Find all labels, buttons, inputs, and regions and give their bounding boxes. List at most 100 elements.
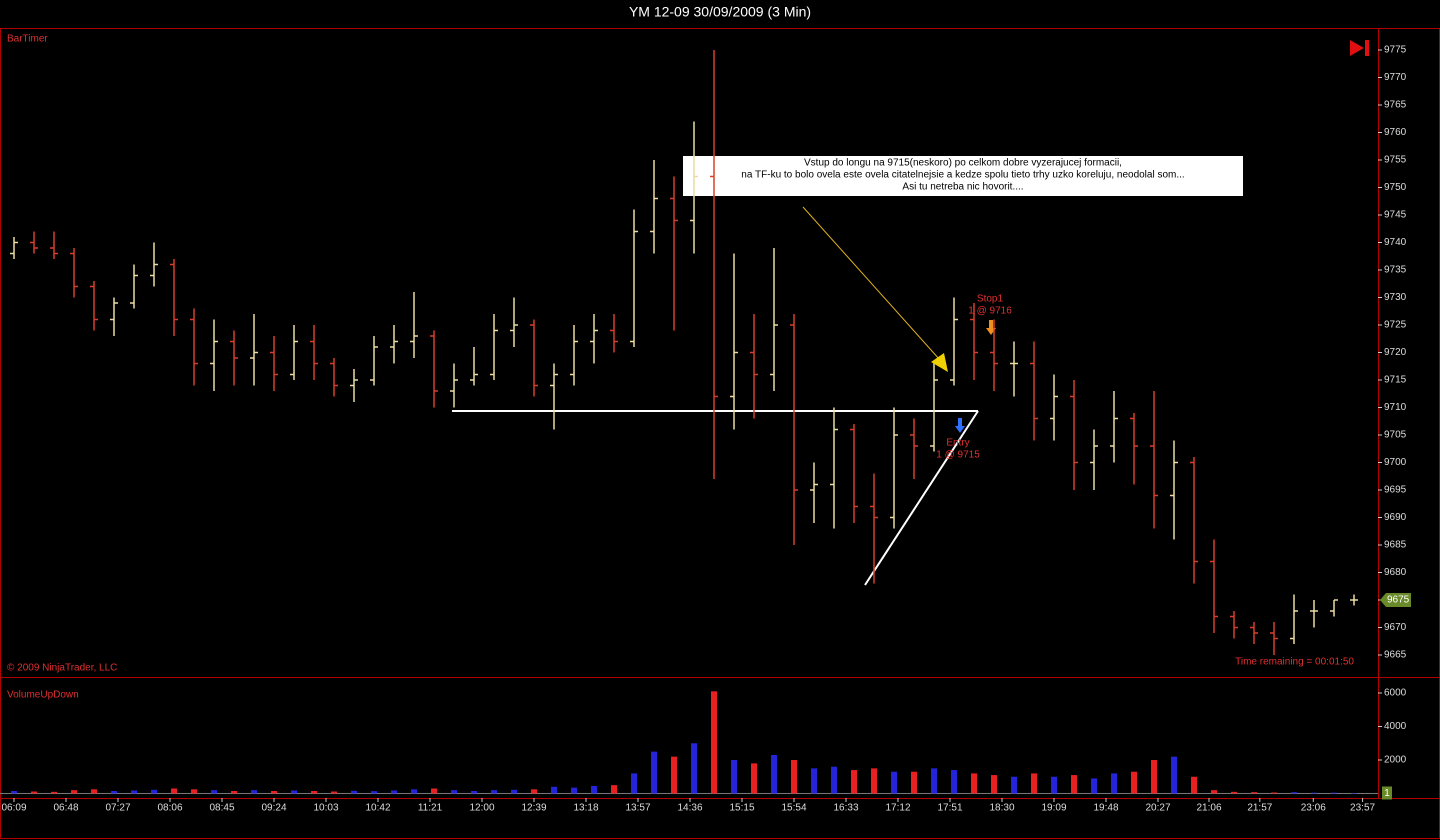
x-tick-label: 11:21 [418,803,443,814]
volume-bar [691,743,697,794]
x-tick-label: 17:12 [885,803,910,814]
volume-bar [531,789,537,794]
volume-bar [311,790,317,794]
volume-bar [1211,790,1217,794]
x-tick-label: 10:42 [365,803,390,814]
y-tick-label: 9665 [1384,650,1407,661]
volume-bar [1231,791,1237,794]
stop-fill: 1 @ 9716 [968,306,1012,317]
y-tick-label: 9770 [1384,72,1407,83]
y-tick-label: 6000 [1384,688,1407,699]
y-tick-label: 9705 [1384,430,1407,441]
volume-bar [331,791,337,794]
x-tick-label: 15:15 [729,803,754,814]
x-tick-label: 07:27 [105,803,130,814]
volume-bar [31,791,37,794]
volume-bar [1111,773,1117,794]
volume-bar [851,770,857,794]
volume-bar [891,771,897,794]
volume-bar [251,790,257,794]
volume-bar [111,790,117,794]
volume-bar [471,790,477,794]
y-tick-label: 9710 [1384,402,1407,413]
y-tick-label: 9745 [1384,210,1407,221]
volume-bar [1091,778,1097,794]
x-tick-label: 13:57 [625,803,650,814]
y-tick-label: 9765 [1384,100,1407,111]
volume-bar [951,770,957,794]
volume-bar [1251,792,1257,794]
x-tick-label: 21:57 [1247,803,1272,814]
last-volume-label: 1 [1384,788,1390,799]
volume-bar [431,788,437,794]
volume-bar [351,790,357,794]
indicator-label: BarTimer [7,34,48,45]
y-tick-label: 9750 [1384,182,1407,193]
x-tick-label: 18:30 [989,803,1014,814]
x-tick-label: 08:45 [209,803,234,814]
volume-bar [611,785,617,794]
x-tick-label: 23:06 [1301,803,1326,814]
volume-bar [411,789,417,794]
volume-bar [71,790,77,794]
x-tick-label: 12:39 [521,803,546,814]
volume-bar [1131,771,1137,794]
volume-bar [991,775,997,794]
volume-bar [151,789,157,794]
x-tick-label: 17:51 [937,803,962,814]
volume-bar [651,751,657,794]
copyright: © 2009 NinjaTrader, LLC [7,663,117,674]
volume-bar [1071,775,1077,794]
time-remaining: Time remaining = 00:01:50 [1235,657,1354,668]
x-tick-label: 12:00 [469,803,494,814]
volume-bar [931,768,937,794]
volume-bar [231,790,237,794]
volume-bar [391,790,397,794]
volume-label: VolumeUpDown [7,690,79,701]
x-tick-label: 19:48 [1093,803,1118,814]
y-tick-label: 9740 [1384,237,1407,248]
y-tick-label: 9760 [1384,127,1407,138]
x-tick-label: 16:33 [833,803,858,814]
volume-bar [771,754,777,794]
volume-bar [371,791,377,794]
volume-bar [1191,776,1197,794]
x-tick-label: 06:48 [53,803,78,814]
volume-bar [671,756,677,794]
y-tick-label: 9700 [1384,457,1407,468]
volume-bar [971,773,977,794]
y-tick-label: 9690 [1384,512,1407,523]
y-tick-label: 2000 [1384,755,1407,766]
volume-bar [1351,792,1357,794]
volume-bar [511,789,517,794]
volume-bar [1051,776,1057,794]
x-tick-label: 15:54 [781,803,806,814]
entry-label: Entry [946,438,969,449]
volume-bar [811,768,817,794]
annotation-text: Vstup do longu na 9715(neskoro) po celko… [804,158,1122,169]
y-tick-label: 9755 [1384,155,1407,166]
annotation-box [683,156,1243,196]
volume-bar [1151,760,1157,794]
volume-bar [631,773,637,794]
x-tick-label: 14:36 [677,803,702,814]
volume-bar [831,766,837,794]
x-tick-label: 10:03 [313,803,338,814]
y-tick-label: 9680 [1384,567,1407,578]
volume-bar [551,786,557,794]
y-tick-label: 9725 [1384,320,1407,331]
volume-bar [571,787,577,794]
entry-fill: 1 @ 9715 [936,450,980,461]
volume-bar [191,789,197,794]
volume-bar [1171,756,1177,794]
volume-bar [51,791,57,794]
play-icon [1350,40,1369,56]
annotation-arrow [802,206,941,361]
x-tick-label: 06:09 [1,803,26,814]
y-tick-label: 9775 [1384,45,1407,56]
volume-bar [491,790,497,794]
volume-bar [731,760,737,794]
x-tick-label: 09:24 [261,803,286,814]
annotation-text: Asi tu netreba nic hovorit.... [902,182,1023,193]
